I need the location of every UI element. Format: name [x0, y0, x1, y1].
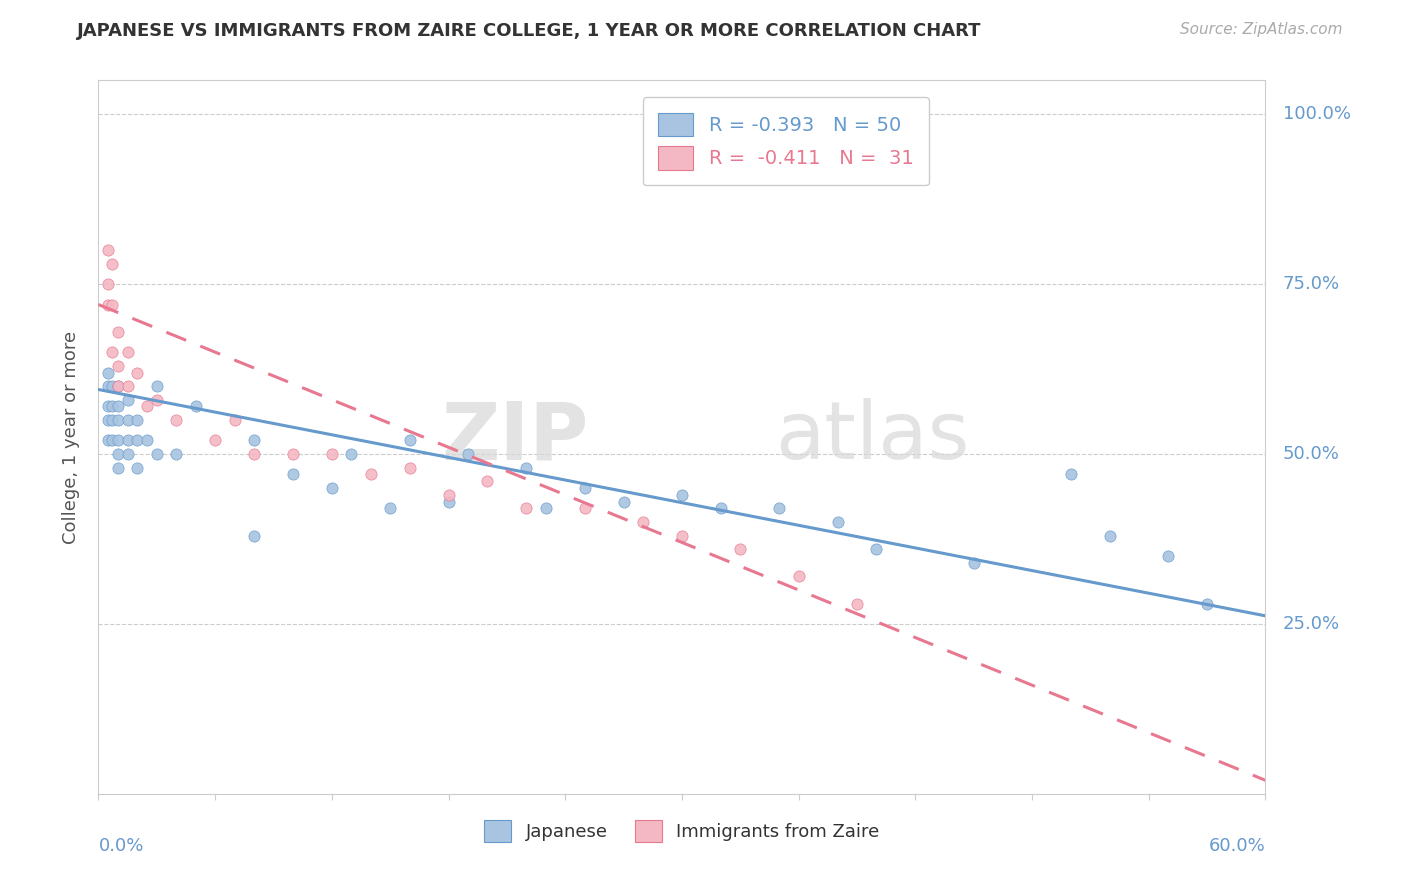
Point: [97, 277, 120, 292]
Text: Source: ZipAtlas.com: Source: ZipAtlas.com: [1180, 22, 1343, 37]
Point: [117, 434, 139, 448]
Point: [165, 447, 187, 461]
Point: [136, 400, 159, 414]
Point: [101, 379, 124, 393]
Point: [631, 515, 654, 529]
Point: [340, 447, 363, 461]
Point: [827, 515, 849, 529]
Point: [224, 413, 246, 427]
Point: [117, 413, 139, 427]
Point: [477, 475, 499, 489]
Point: [457, 447, 479, 461]
Point: [184, 400, 207, 414]
Point: [107, 359, 129, 373]
Text: atlas: atlas: [775, 398, 970, 476]
Point: [97, 413, 120, 427]
Point: [101, 257, 124, 271]
Point: [574, 481, 596, 495]
Point: [321, 481, 343, 495]
Point: [117, 447, 139, 461]
Point: [97, 379, 120, 393]
Point: [107, 447, 129, 461]
Point: [117, 379, 139, 393]
Point: [730, 542, 752, 557]
Point: [117, 392, 139, 407]
Text: ZIP: ZIP: [441, 398, 589, 476]
Point: [515, 460, 537, 475]
Point: [107, 460, 129, 475]
Point: [398, 434, 420, 448]
Point: [117, 345, 139, 359]
Point: [1098, 528, 1121, 542]
Point: [613, 494, 636, 508]
Point: [127, 366, 149, 380]
Point: [671, 528, 693, 542]
Text: 25.0%: 25.0%: [1282, 615, 1340, 633]
Point: [1060, 467, 1083, 482]
Point: [107, 325, 129, 339]
Y-axis label: College, 1 year or more: College, 1 year or more: [62, 331, 80, 543]
Point: [107, 379, 129, 393]
Text: 0.0%: 0.0%: [98, 837, 143, 855]
Point: [97, 400, 120, 414]
Point: [360, 467, 382, 482]
Point: [97, 366, 120, 380]
Point: [281, 447, 304, 461]
Point: [127, 413, 149, 427]
Point: [243, 528, 266, 542]
Point: [127, 434, 149, 448]
Point: [101, 413, 124, 427]
Point: [380, 501, 402, 516]
Point: [710, 501, 733, 516]
Legend: Japanese, Immigrants from Zaire: Japanese, Immigrants from Zaire: [470, 805, 894, 856]
Point: [574, 501, 596, 516]
Point: [146, 392, 169, 407]
Point: [101, 345, 124, 359]
Point: [204, 434, 226, 448]
Text: JAPANESE VS IMMIGRANTS FROM ZAIRE COLLEGE, 1 YEAR OR MORE CORRELATION CHART: JAPANESE VS IMMIGRANTS FROM ZAIRE COLLEG…: [77, 22, 981, 40]
Point: [865, 542, 887, 557]
Point: [787, 569, 810, 583]
Point: [768, 501, 790, 516]
Point: [136, 434, 159, 448]
Point: [107, 413, 129, 427]
Text: 50.0%: 50.0%: [1282, 445, 1340, 463]
Point: [321, 447, 343, 461]
Point: [146, 379, 169, 393]
Point: [107, 434, 129, 448]
Point: [243, 434, 266, 448]
Point: [101, 434, 124, 448]
Text: 100.0%: 100.0%: [1282, 105, 1351, 123]
Point: [101, 297, 124, 311]
Point: [962, 556, 984, 570]
Point: [165, 413, 187, 427]
Point: [534, 501, 557, 516]
Point: [243, 447, 266, 461]
Point: [146, 447, 169, 461]
Point: [97, 243, 120, 257]
Text: 75.0%: 75.0%: [1282, 275, 1340, 293]
Point: [97, 434, 120, 448]
Point: [107, 400, 129, 414]
Point: [398, 460, 420, 475]
Point: [281, 467, 304, 482]
Point: [671, 488, 693, 502]
Point: [515, 501, 537, 516]
Point: [1195, 597, 1218, 611]
Point: [107, 379, 129, 393]
Point: [437, 488, 460, 502]
Point: [1157, 549, 1180, 563]
Point: [97, 297, 120, 311]
Point: [437, 494, 460, 508]
Point: [127, 460, 149, 475]
Point: [846, 597, 869, 611]
Point: [101, 400, 124, 414]
Text: 60.0%: 60.0%: [1209, 837, 1265, 855]
